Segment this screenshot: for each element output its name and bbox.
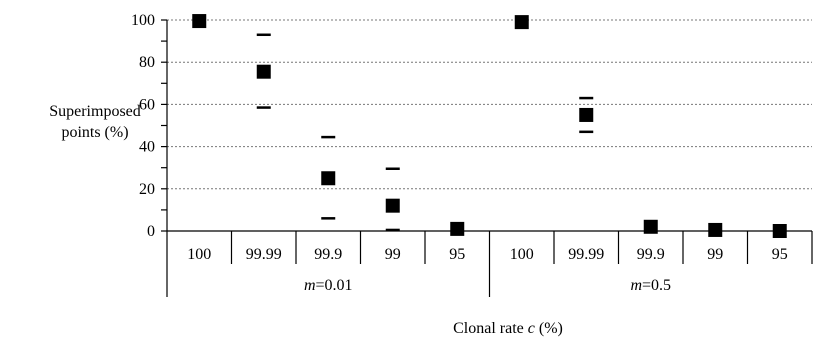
category-label: 99.9: [314, 246, 342, 263]
category-label: 99.99: [568, 246, 604, 263]
y-tick-label: 100: [131, 12, 155, 29]
data-point: [256, 64, 271, 79]
data-point: [385, 198, 400, 213]
data-point: [514, 15, 529, 30]
axes: [161, 19, 813, 297]
y-axis-label-line-1: Superimposed: [49, 103, 141, 120]
y-axis-label-line-2: points (%): [61, 124, 128, 141]
data-point: [579, 107, 594, 122]
group-label: m=0.5: [630, 277, 671, 294]
y-tick-label: 40: [139, 139, 155, 156]
category-label: 95: [772, 246, 788, 263]
group-label-value: =0.01: [316, 277, 353, 294]
data-point: [450, 221, 465, 236]
category-label: 99.99: [246, 246, 282, 263]
y-tick-label: 20: [139, 181, 155, 198]
error-marks: [256, 33, 594, 232]
data-point: [321, 171, 336, 186]
data-point: [708, 222, 723, 237]
x-axis-label-suffix: (%): [535, 320, 563, 337]
data-points: [192, 14, 787, 238]
category-label: 99: [707, 246, 723, 263]
x-axis-label-variable: c: [528, 320, 535, 337]
x-axis-label: Clonal rate c (%): [453, 320, 563, 337]
group-label: m=0.01: [304, 277, 353, 294]
x-axis-label-prefix: Clonal rate: [453, 320, 528, 337]
group-labels: m=0.01 m=0.5: [304, 277, 671, 294]
data-point: [772, 224, 787, 238]
category-label: 99.9: [637, 246, 665, 263]
category-label: 99: [385, 246, 401, 263]
data-point: [643, 219, 658, 234]
category-label: 100: [187, 246, 211, 263]
group-label-variable: m: [630, 277, 642, 294]
category-labels: 100 99.99 99.9 99 95 100 99.99 99.9 99 95: [187, 246, 788, 263]
category-label: 95: [449, 246, 465, 263]
group-label-value: =0.5: [642, 277, 671, 294]
category-label: 100: [510, 246, 534, 263]
y-tick-label: 0: [147, 223, 155, 240]
gridlines: [167, 19, 812, 190]
y-tick-labels: 0 20 40 60 80 100: [131, 12, 155, 240]
group-label-variable: m: [304, 277, 316, 294]
y-tick-label: 80: [139, 54, 155, 71]
y-tick-label: 60: [139, 96, 155, 113]
data-point: [192, 14, 207, 29]
